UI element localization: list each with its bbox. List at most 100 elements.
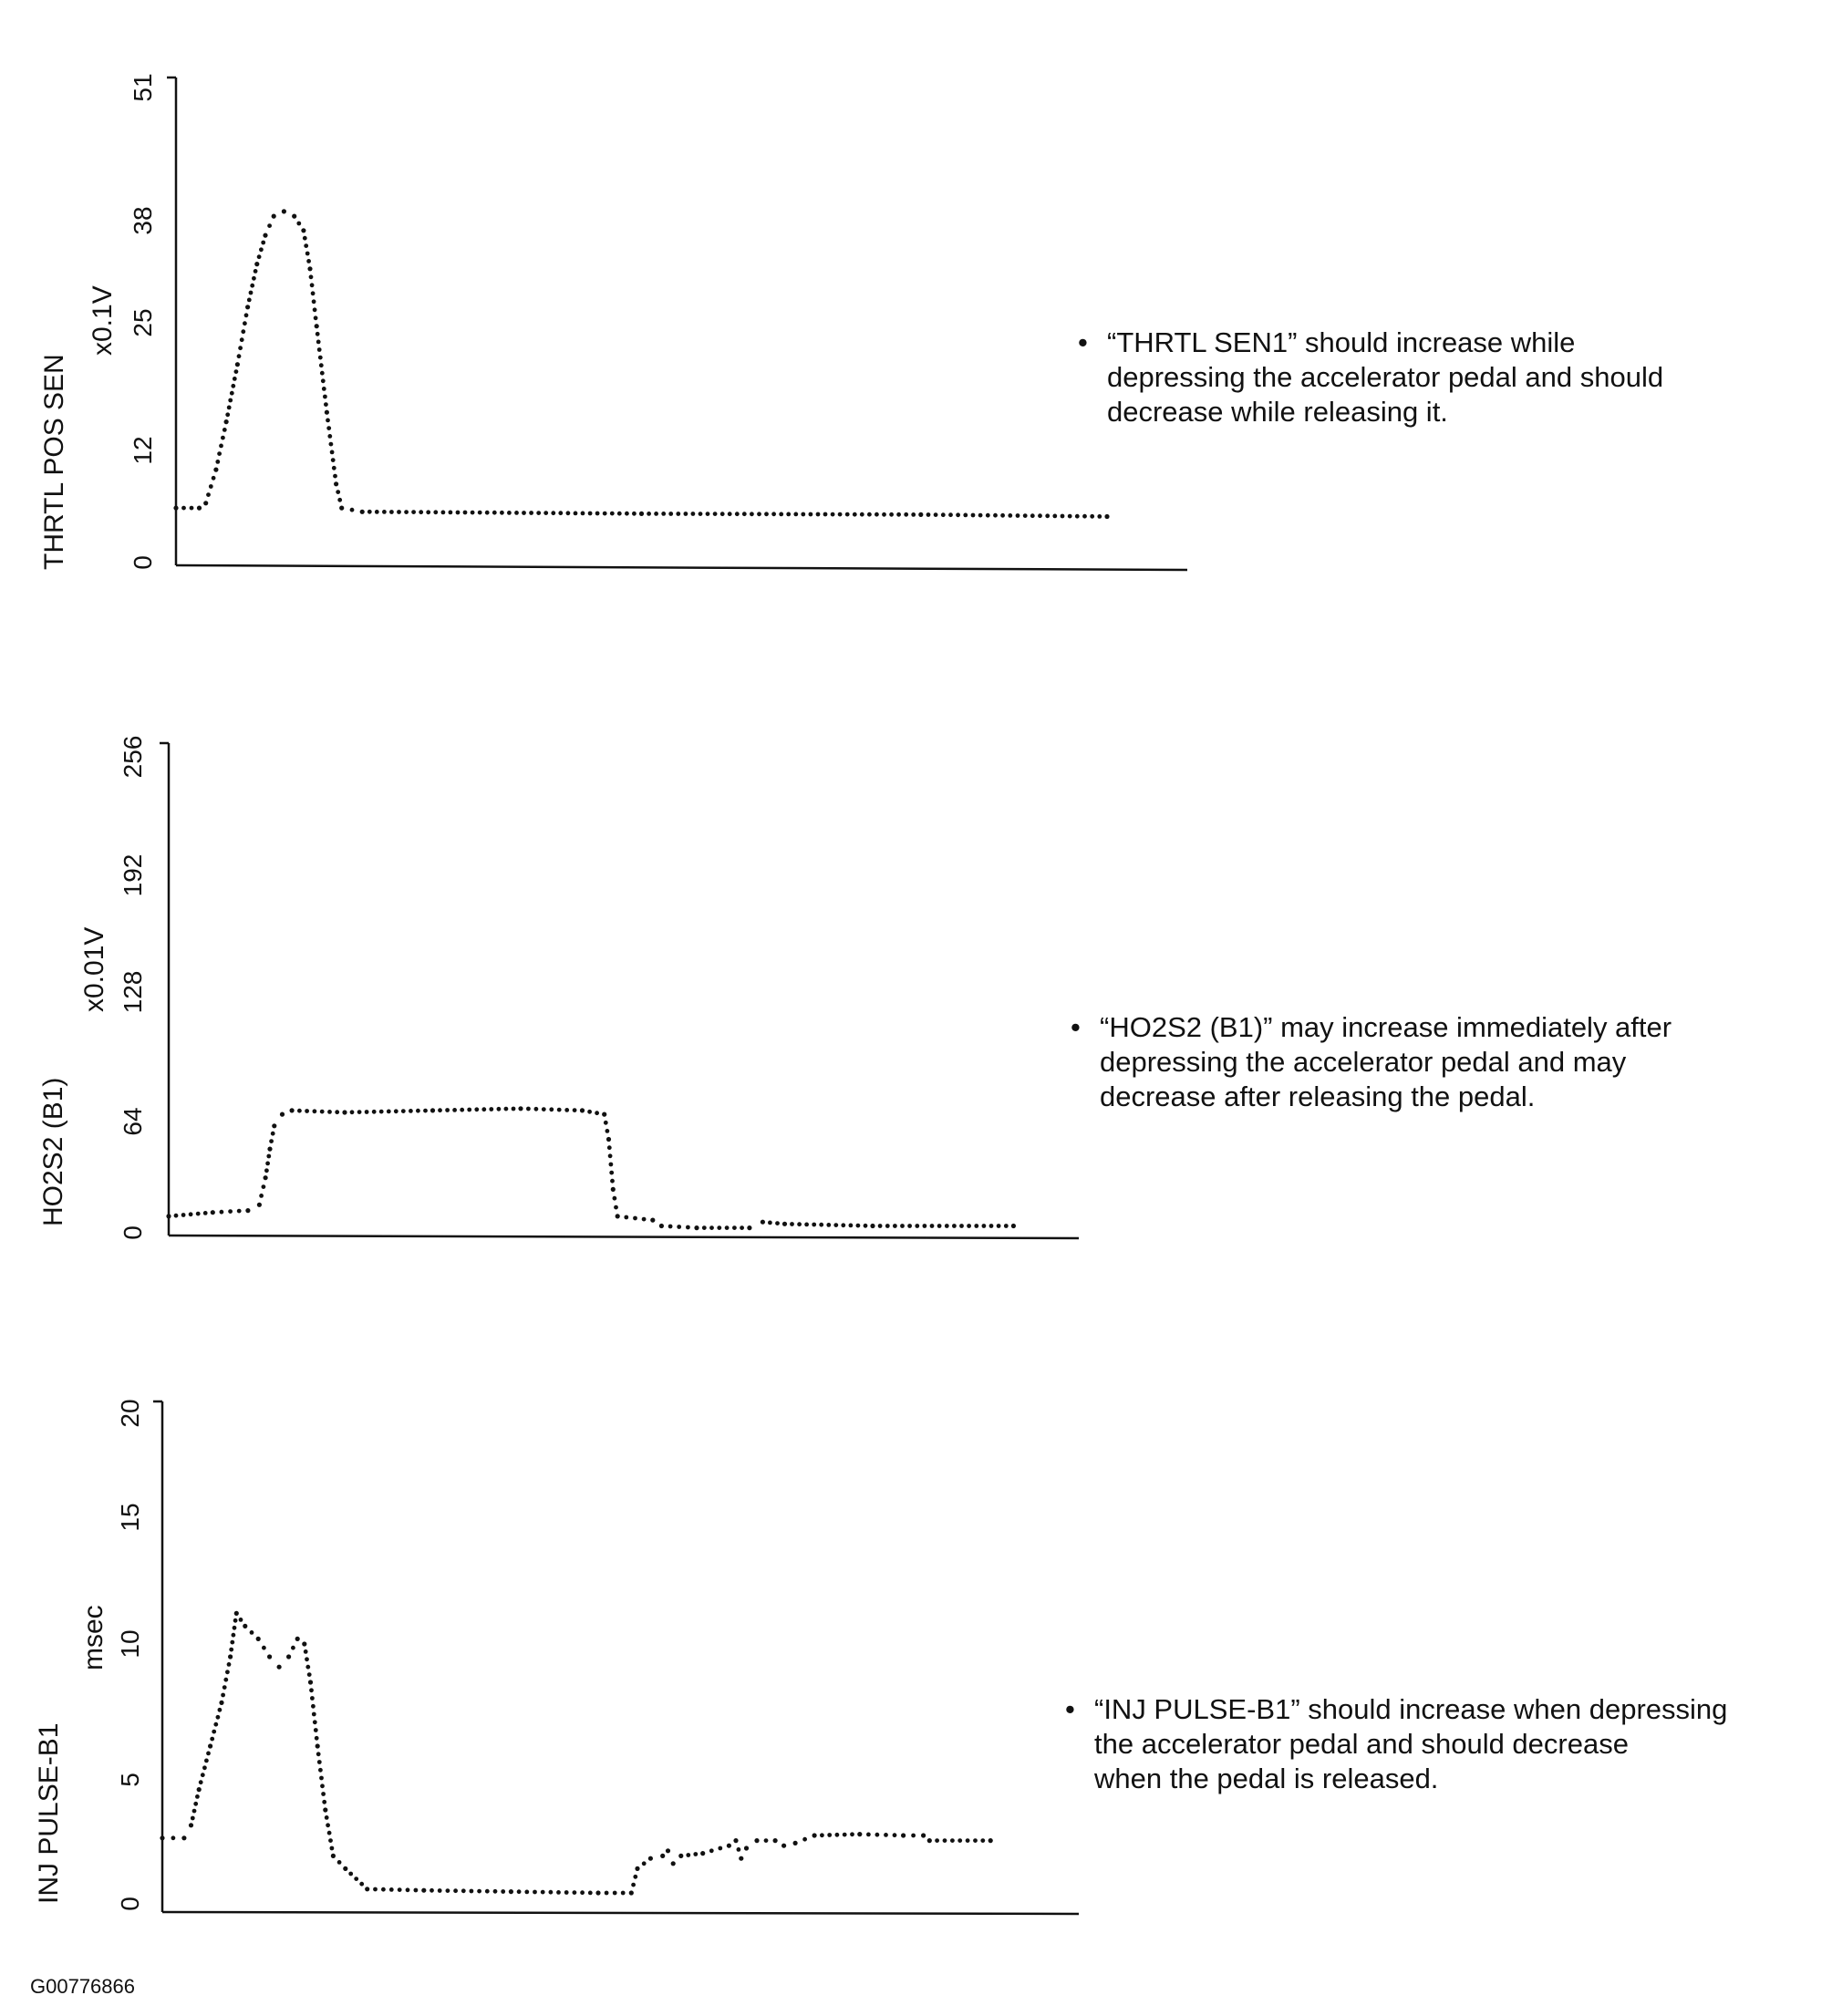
- trace-dot: [641, 1861, 647, 1866]
- data-point: [870, 1223, 875, 1229]
- chart-thrtl-pos-sen: 51 38 25 12 0 THRTL POS SEN x0.1V: [39, 73, 1188, 572]
- trace-dot: [328, 1838, 333, 1843]
- data-point: [272, 1123, 277, 1129]
- trace-dot: [500, 510, 504, 515]
- trace-dot: [734, 512, 740, 517]
- trace-dot: [311, 1711, 316, 1717]
- data-point: [223, 419, 229, 425]
- trace-dot: [533, 1889, 537, 1895]
- y-tick-label: 256: [119, 736, 147, 779]
- trace-dot: [595, 1111, 599, 1116]
- data-point: [638, 511, 645, 517]
- trace-dot: [330, 458, 336, 462]
- trace-dot: [239, 337, 244, 343]
- trace-dot: [264, 1168, 269, 1173]
- trace-dot: [668, 1224, 673, 1229]
- trace-dot: [556, 1107, 562, 1112]
- trace-dot: [265, 1161, 270, 1166]
- data-point: [166, 1214, 171, 1219]
- series-inj-pulse-b1: [160, 1610, 993, 1896]
- trace-dot: [171, 1835, 176, 1841]
- trace-dot: [243, 313, 249, 318]
- data-point: [926, 1838, 932, 1844]
- trace-dot: [647, 512, 651, 516]
- data-point: [173, 505, 179, 511]
- trace-dot: [612, 1890, 617, 1896]
- trace-dot: [262, 1645, 266, 1650]
- trace-dot: [607, 1153, 613, 1159]
- trace-dot: [1022, 513, 1028, 518]
- trace-dot: [313, 1728, 318, 1732]
- trace-dot: [1067, 513, 1072, 519]
- trace-dot: [306, 1672, 312, 1677]
- trace-dot: [911, 1833, 916, 1838]
- data-point: [234, 362, 240, 367]
- trace-dot: [460, 1107, 465, 1112]
- data-point: [245, 305, 251, 310]
- trace-dot: [1097, 514, 1102, 519]
- trace-dot: [324, 402, 328, 407]
- data-point: [213, 467, 219, 472]
- data-point: [733, 1838, 739, 1844]
- trace-dot: [511, 1106, 516, 1111]
- data-point: [219, 1700, 224, 1705]
- trace-dot: [536, 511, 542, 515]
- trace-dot: [484, 1888, 490, 1894]
- trace-dot: [937, 1224, 942, 1228]
- trace-dot: [241, 329, 246, 335]
- data-point: [754, 1838, 760, 1844]
- trace-dot: [208, 484, 213, 489]
- trace-dot: [804, 1222, 809, 1227]
- trace-dot: [496, 1106, 502, 1111]
- data-point: [660, 1853, 666, 1858]
- trace-dot: [889, 512, 894, 517]
- trace-dot: [304, 243, 309, 248]
- data-point: [650, 1217, 656, 1223]
- trace-dot: [215, 1714, 221, 1720]
- trace-dot: [996, 1224, 1001, 1228]
- trace-dot: [226, 1662, 232, 1667]
- trace-dot: [327, 434, 333, 439]
- trace-dot: [461, 1888, 466, 1894]
- trace-dot: [790, 1222, 794, 1226]
- trace-dot: [712, 512, 718, 516]
- trace-dot: [963, 512, 968, 518]
- trace-dot: [1015, 513, 1020, 518]
- trace-dot: [668, 512, 674, 516]
- trace-dot: [540, 1889, 545, 1895]
- trace-dot: [580, 511, 585, 516]
- data-point: [635, 1866, 640, 1871]
- data-point: [1104, 513, 1110, 520]
- trace-dot: [333, 473, 337, 479]
- trace-dot: [303, 1649, 308, 1654]
- trace-dot: [349, 1110, 355, 1115]
- trace-dot: [331, 465, 336, 470]
- trace-dot: [349, 507, 355, 512]
- data-point: [279, 1111, 285, 1117]
- trace-dot: [381, 1887, 386, 1892]
- trace-dot: [204, 1758, 209, 1763]
- trace-dot: [212, 1729, 217, 1734]
- data-point: [330, 1853, 336, 1858]
- trace-dot: [211, 475, 216, 481]
- trace-dot: [602, 511, 607, 516]
- trace-dot: [416, 1108, 420, 1113]
- trace-dot: [374, 510, 379, 514]
- trace-dot: [974, 1224, 979, 1228]
- data-point: [508, 1889, 514, 1895]
- data-point: [670, 1861, 676, 1866]
- trace-dot: [309, 283, 315, 288]
- trace-dot: [259, 1194, 264, 1198]
- trace-dot: [709, 1848, 714, 1854]
- trace-dot: [1090, 513, 1095, 519]
- trace-dot: [405, 1887, 410, 1893]
- note-line: depressing the accelerator pedal and sho…: [1107, 361, 1664, 393]
- trace-dot: [875, 512, 879, 517]
- trace-dot: [226, 405, 232, 410]
- trace-dot: [246, 297, 252, 303]
- trace-dot: [614, 1204, 618, 1210]
- data-point: [323, 1807, 328, 1813]
- trace-dot: [541, 1107, 546, 1111]
- trace-dot: [978, 512, 983, 518]
- trace-dot: [907, 1224, 912, 1228]
